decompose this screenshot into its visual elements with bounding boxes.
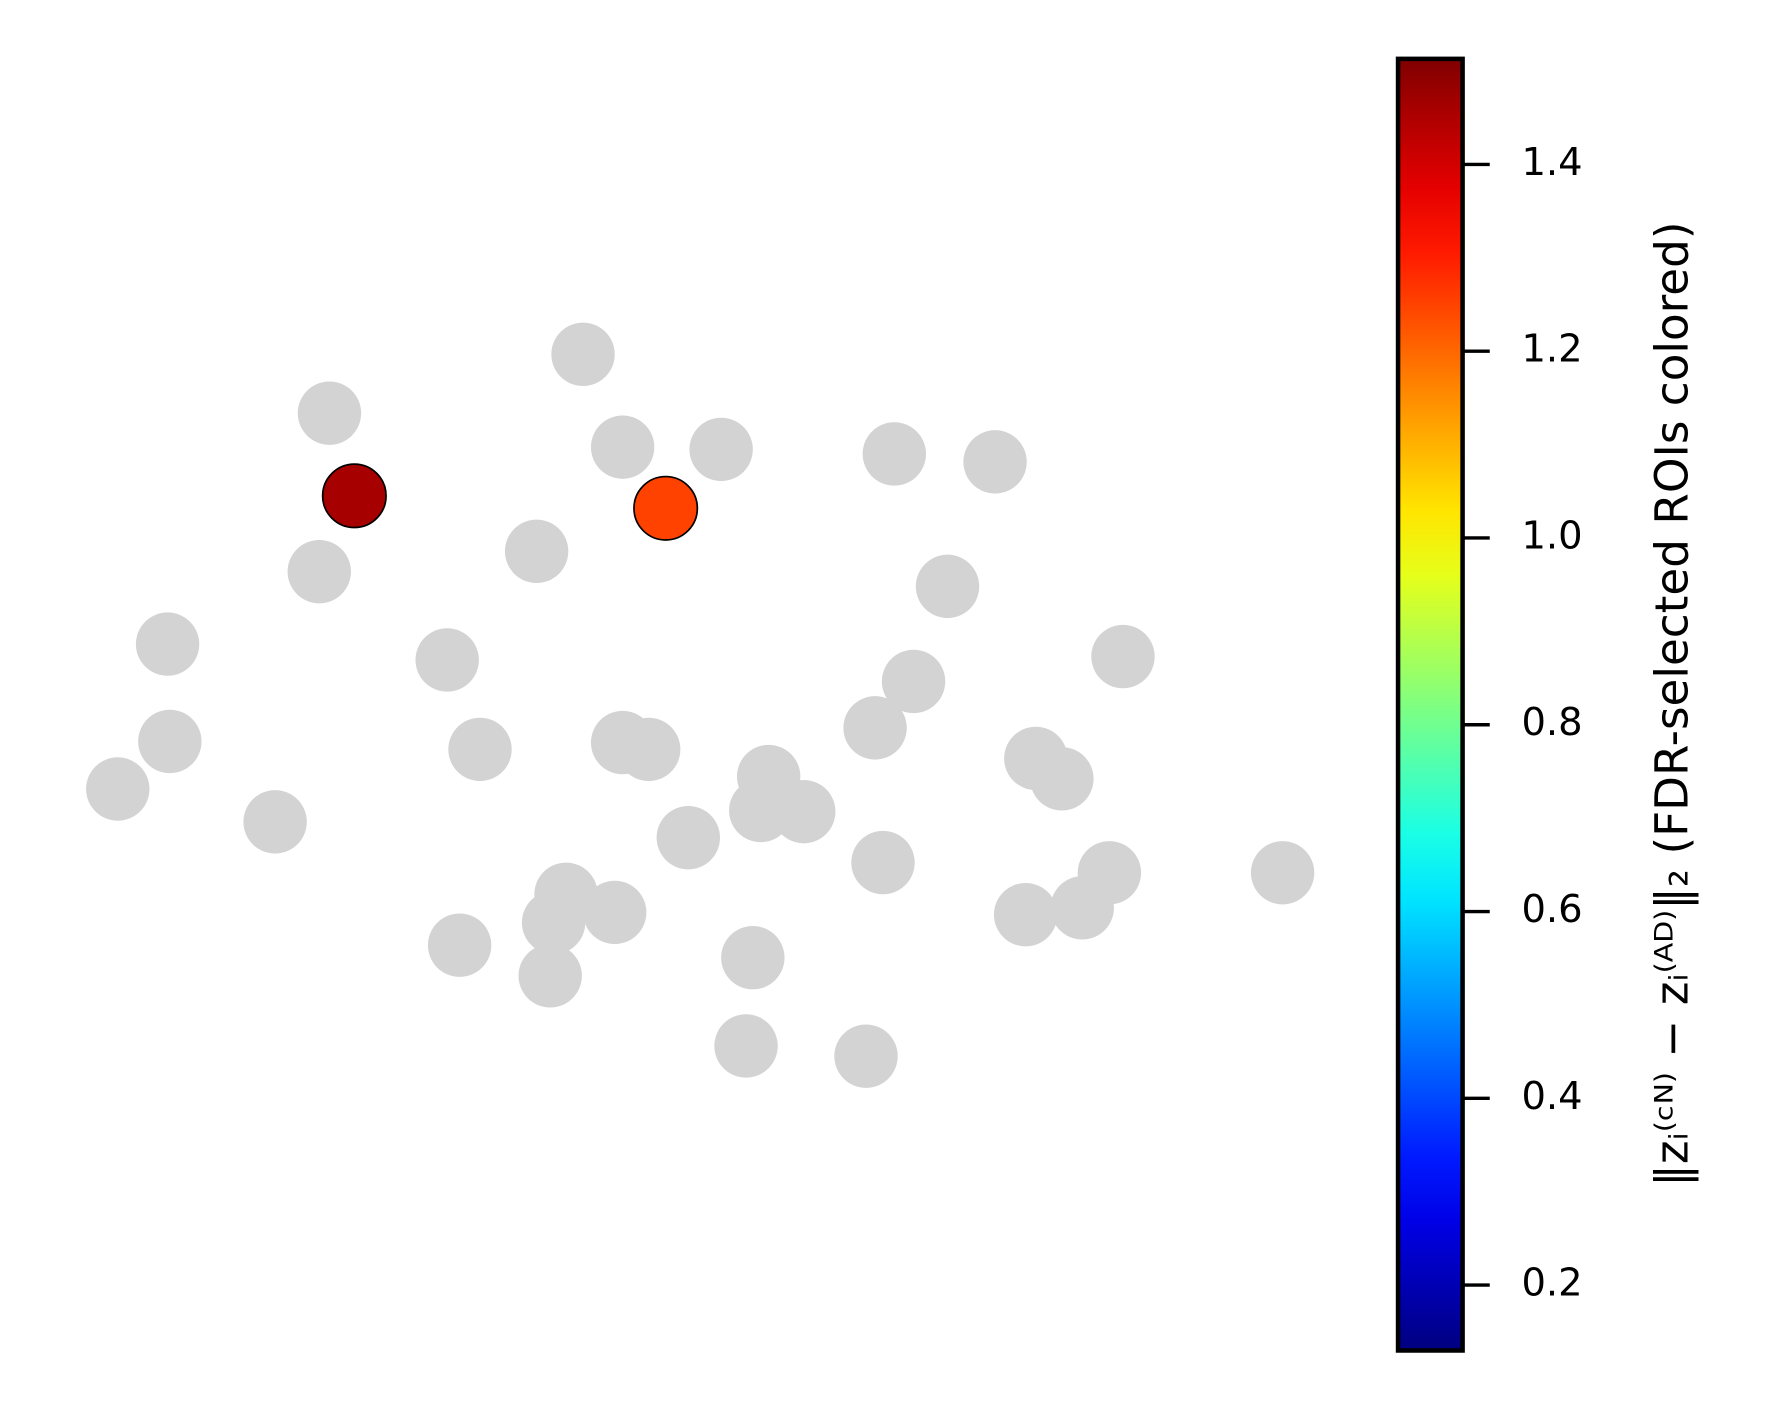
point bbox=[616, 717, 681, 782]
point bbox=[86, 757, 150, 821]
point bbox=[583, 880, 647, 945]
point bbox=[915, 554, 980, 619]
point bbox=[993, 882, 1058, 947]
point bbox=[843, 696, 907, 760]
point bbox=[551, 322, 615, 387]
point bbox=[1030, 747, 1094, 811]
point bbox=[772, 779, 836, 844]
point bbox=[1250, 841, 1315, 905]
colorbar-tick-label: 0.6 bbox=[1521, 887, 1582, 932]
point bbox=[721, 925, 785, 990]
point bbox=[1091, 624, 1155, 689]
colorbar: 0.2 0.4 0.6 0.8 1.0 1.2 1.4 bbox=[1395, 56, 1583, 1353]
colorbar-tick-label: 1.0 bbox=[1521, 513, 1582, 558]
point bbox=[518, 944, 582, 1008]
point bbox=[834, 1024, 898, 1088]
point bbox=[590, 415, 655, 479]
point bbox=[297, 381, 362, 445]
point bbox=[862, 422, 927, 486]
point bbox=[321, 463, 387, 529]
point bbox=[689, 417, 753, 482]
colorbar-tick-label: 1.4 bbox=[1521, 140, 1582, 185]
point bbox=[714, 1014, 778, 1078]
point bbox=[135, 612, 200, 676]
colorbar-tick-label: 1.2 bbox=[1521, 327, 1582, 372]
point bbox=[287, 539, 351, 604]
point bbox=[243, 790, 307, 854]
point bbox=[521, 890, 586, 955]
colorbar-label: ‖zᵢ⁽ᶜᴺ⁾ − zᵢ⁽ᴬᴰ⁾‖₂ (FDR-selected ROIs co… bbox=[1645, 221, 1698, 1186]
plot-area bbox=[86, 322, 1315, 1088]
point bbox=[138, 709, 202, 774]
point bbox=[504, 519, 569, 583]
point bbox=[633, 475, 699, 541]
colorbar-gradient bbox=[1395, 56, 1465, 1353]
point bbox=[851, 830, 915, 895]
point bbox=[427, 913, 492, 977]
point bbox=[881, 649, 946, 714]
point bbox=[963, 430, 1027, 494]
colorbar-tick-label: 0.2 bbox=[1521, 1261, 1582, 1306]
point bbox=[656, 805, 720, 870]
point bbox=[448, 717, 512, 782]
point bbox=[415, 628, 479, 692]
colorbar-tick-label: 0.8 bbox=[1521, 700, 1582, 745]
colorbar-tick-label: 0.4 bbox=[1521, 1074, 1582, 1119]
point bbox=[1050, 876, 1114, 940]
